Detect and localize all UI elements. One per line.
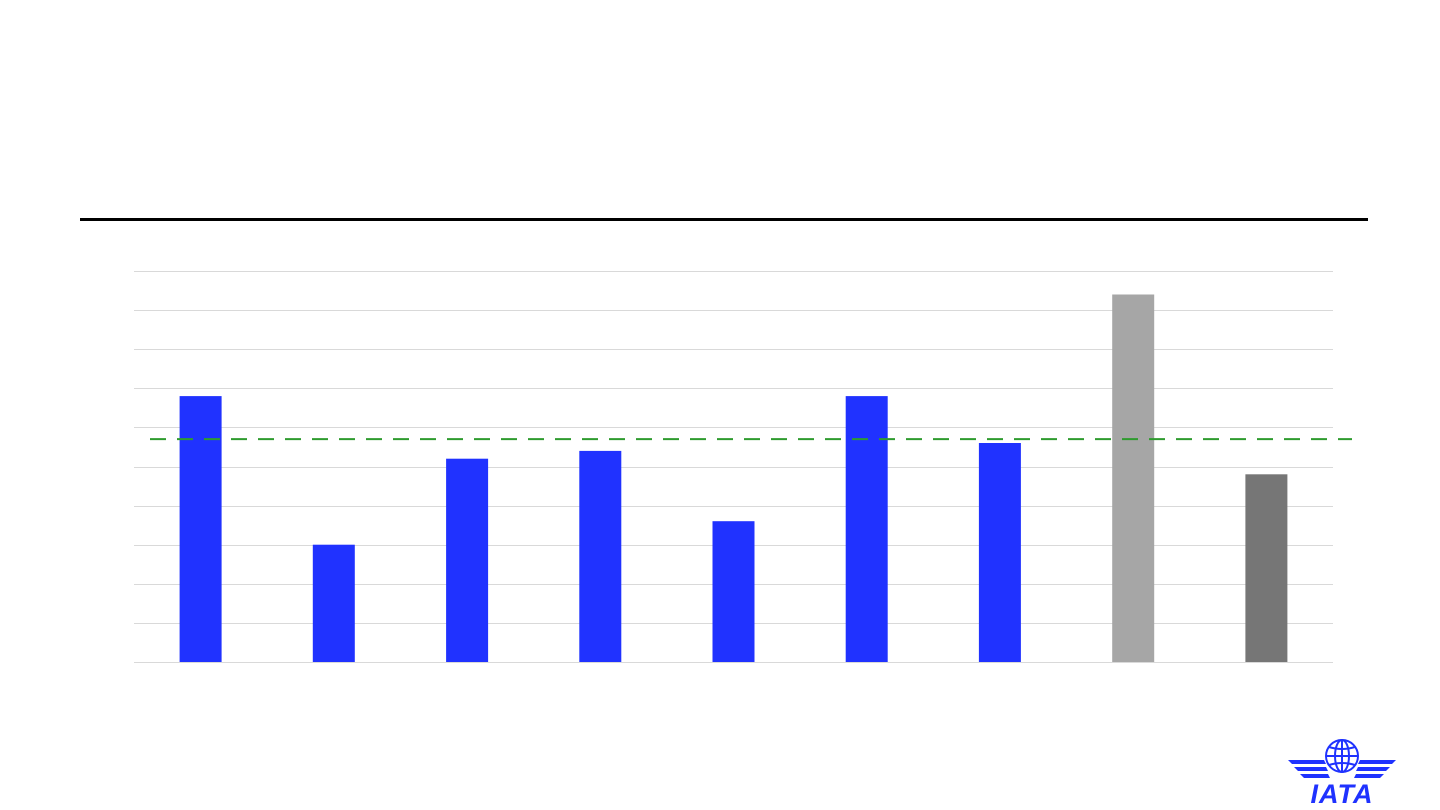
bar-4 <box>579 450 622 662</box>
iata-logo: IATA <box>1286 736 1398 808</box>
bar-8 <box>1112 294 1155 662</box>
logo-text: IATA <box>1310 779 1374 809</box>
bars <box>179 294 1288 662</box>
bar-3 <box>446 458 489 662</box>
bar-5 <box>712 521 755 662</box>
bar-6 <box>845 396 888 662</box>
globe-wings-icon <box>1288 739 1396 778</box>
bar-7 <box>978 443 1021 662</box>
bar-1 <box>179 396 222 662</box>
bar-9 <box>1245 474 1288 662</box>
bar-2 <box>312 544 355 662</box>
title-divider-line <box>80 218 1368 221</box>
